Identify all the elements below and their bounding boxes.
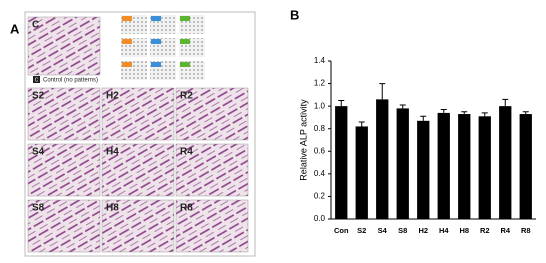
error-bar: [358, 121, 365, 127]
image-label: R8: [180, 203, 193, 214]
panel-frame: [24, 11, 256, 257]
x-tick-label: H4: [439, 226, 449, 235]
micrograph: [27, 87, 101, 141]
x-tick-label: H2: [418, 226, 428, 235]
image-label: R2: [180, 91, 193, 102]
error-bar: [461, 111, 468, 115]
bar: [519, 114, 532, 219]
micrograph: [175, 143, 249, 197]
y-axis-label: Relative ALP activity: [298, 99, 308, 181]
x-tick-label: R8: [521, 226, 531, 235]
control-caption: Control (no patterns): [43, 78, 98, 84]
bar: [417, 120, 430, 219]
micrograph: [101, 143, 175, 197]
panel-label: B: [290, 7, 299, 22]
pattern-thumbnails: [121, 15, 205, 80]
image-label: R4: [180, 147, 193, 158]
error-bar: [502, 98, 509, 107]
x-tick-label: S2: [357, 226, 366, 235]
error-bar: [399, 104, 406, 109]
micrograph: [175, 199, 249, 253]
micrograph: [101, 199, 175, 253]
error-bar: [338, 100, 345, 107]
y-tick-label: 1.2: [314, 79, 326, 88]
y-tick-label: 1.4: [314, 56, 326, 65]
x-tick-label: S4: [378, 226, 388, 235]
y-tick-label: 0.6: [314, 146, 326, 155]
control-tag: C: [35, 77, 39, 83]
micrograph: [27, 16, 101, 76]
micrograph: [27, 199, 101, 253]
image-label: S8: [32, 203, 45, 214]
panel-label: A: [10, 21, 20, 36]
error-bar: [440, 109, 447, 113]
image-label: S2: [32, 91, 45, 102]
y-tick-label: 0.4: [314, 169, 326, 178]
y-tick-label: 0.0: [314, 214, 326, 223]
x-tick-label: H8: [459, 226, 469, 235]
x-tick-label: Con: [334, 226, 349, 235]
bar: [376, 99, 389, 219]
x-tick-label: R4: [500, 226, 510, 235]
image-label: H4: [106, 147, 119, 158]
bar: [478, 116, 491, 219]
image-label: H8: [106, 203, 119, 214]
bar: [499, 106, 512, 219]
micrograph: [101, 87, 175, 141]
x-tick-label: S8: [398, 226, 407, 235]
image-label: S4: [32, 147, 45, 158]
control-tag-box: [33, 76, 40, 83]
micrograph: [27, 143, 101, 197]
y-tick-label: 0.2: [314, 192, 326, 201]
image-label: C: [32, 20, 39, 31]
error-bar: [481, 112, 488, 117]
error-bar: [379, 83, 386, 100]
x-tick-label: R2: [480, 226, 490, 235]
error-bar: [420, 115, 427, 121]
y-tick-label: 0.8: [314, 124, 326, 133]
bar: [355, 126, 368, 219]
bar: [458, 114, 471, 219]
bar: [437, 112, 450, 219]
image-label: H2: [106, 91, 119, 102]
micrograph: [175, 87, 249, 141]
y-tick-label: 1.0: [314, 101, 326, 110]
error-bar: [522, 111, 529, 115]
bar: [396, 108, 409, 219]
bar: [335, 106, 348, 219]
